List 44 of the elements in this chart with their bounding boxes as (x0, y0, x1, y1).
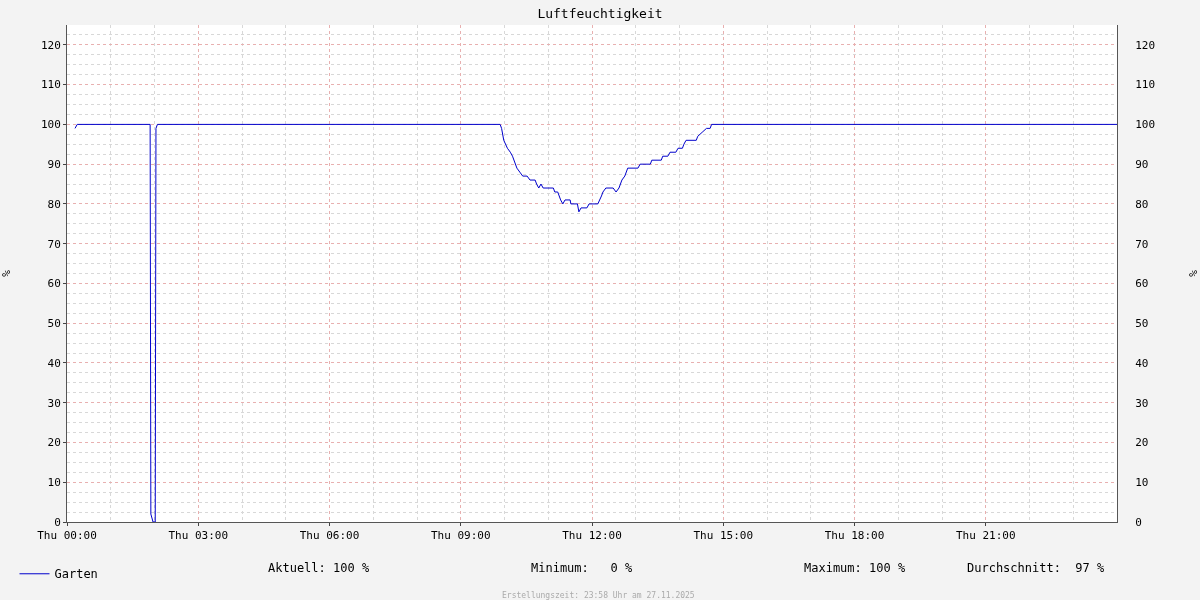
text: Durchschnitt: 97 % (967, 561, 1106, 575)
y2-tick-label: 20 (1135, 436, 1149, 450)
x-tick-label: Thu 12:00 (562, 529, 622, 543)
y2-tick-label: 40 (1135, 356, 1149, 370)
y-tick-label: 110 (40, 78, 61, 92)
y-tick-label: 50 (47, 317, 61, 331)
y2-tick-label: 120 (1135, 38, 1156, 52)
x-tick-label: Thu 03:00 (168, 529, 229, 543)
y-tick-label: 90 (47, 158, 61, 172)
y-tick-label: 20 (47, 436, 61, 450)
y2-tick-label: 80 (1135, 197, 1149, 211)
y2-tick-label: 70 (1135, 237, 1149, 251)
y2-tick-label: 110 (1135, 78, 1156, 92)
y2-tick-label: 10 (1135, 476, 1149, 490)
x-tick-label: Thu 15:00 (693, 529, 754, 543)
x-tick-label: Thu 18:00 (824, 529, 885, 543)
x-tick-label: Thu 00:00 (37, 529, 97, 543)
y-tick-label: 30 (47, 396, 61, 410)
text: Minimum: 0 % (531, 561, 633, 575)
y2-tick-label: 50 (1135, 317, 1149, 331)
y2-tick-label: 30 (1135, 396, 1149, 410)
y-tick-label: 10 (47, 476, 61, 490)
y-tick-label: 0 (54, 515, 61, 529)
chart-title: Luftfeuchtigkeit (537, 6, 663, 22)
y-tick-label: 60 (47, 277, 61, 291)
y-tick-label: 80 (47, 197, 61, 211)
text: Maximum: 100 % (804, 561, 906, 575)
y2-tick-label: 90 (1135, 158, 1149, 172)
y-tick-label: 120 (40, 38, 61, 52)
y2-axis-title: % (1187, 269, 1200, 277)
y2-tick-label: 0 (1135, 515, 1142, 529)
x-tick-label: Thu 09:00 (430, 529, 491, 543)
x-tick-label: Thu 21:00 (955, 529, 1016, 543)
legend-label: Garten (54, 567, 98, 582)
line-series (74, 123, 1117, 522)
y-tick-label: 40 (47, 356, 61, 370)
text: Erstellungszeit: 23:58 Uhr am 27.11.2025 (502, 591, 695, 600)
y-axis-title: % (0, 269, 13, 277)
y2-tick-label: 60 (1135, 277, 1149, 291)
x-tick-label: Thu 06:00 (299, 529, 360, 543)
y-tick-label: 70 (47, 237, 61, 251)
y2-tick-label: 100 (1135, 118, 1156, 132)
text: Aktuell: 100 % (268, 561, 370, 575)
y-tick-label: 100 (40, 118, 61, 132)
